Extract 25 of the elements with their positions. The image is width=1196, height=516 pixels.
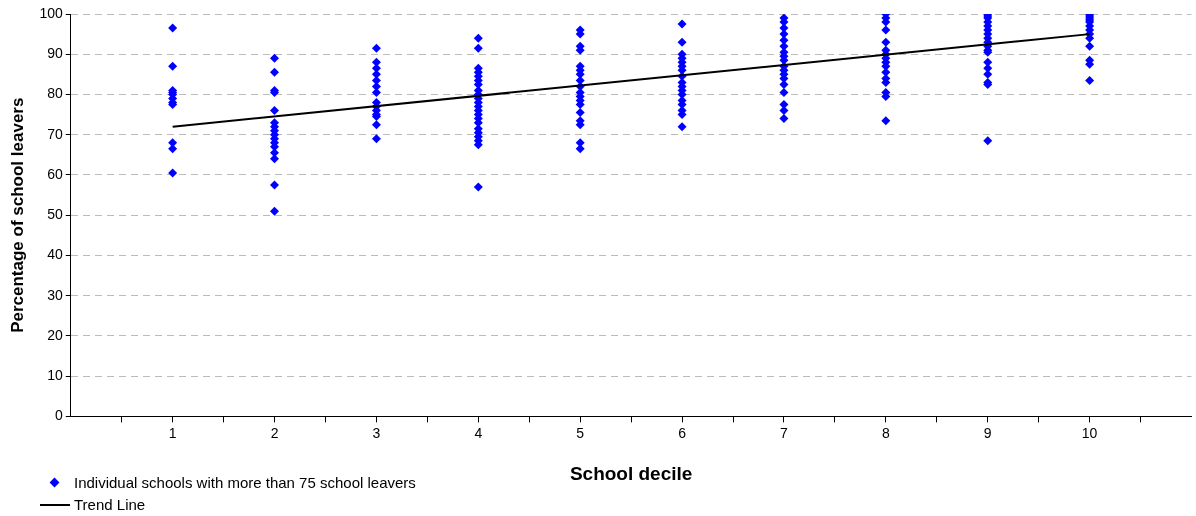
x-tick-label: 8: [881, 424, 890, 441]
legend-label: Trend Line: [74, 495, 146, 515]
y-tick-label: 100: [39, 4, 63, 21]
x-tick-label: 1: [168, 424, 177, 441]
y-tick-label: 30: [47, 286, 63, 303]
x-tick-label: 3: [372, 424, 381, 441]
y-tick-label: 20: [47, 326, 63, 343]
legend-label: Individual schools with more than 75 school leavers: [74, 473, 416, 493]
y-tick-label: 50: [47, 206, 63, 223]
x-tick-label: 7: [780, 424, 789, 441]
y-tick-label: 70: [47, 125, 63, 142]
y-tick-label: 60: [47, 165, 63, 182]
y-tick-label: 80: [47, 85, 63, 102]
x-tick-label: 9: [983, 424, 992, 441]
y-axis-title: Percentage of school leavers: [7, 97, 27, 333]
x-tick-label: 2: [270, 424, 279, 441]
x-tick-label: 5: [576, 424, 585, 441]
y-tick-label: 10: [47, 367, 63, 384]
x-tick-label: 4: [474, 424, 483, 441]
y-tick-label: 90: [47, 45, 63, 62]
x-axis-title: School decile: [569, 462, 693, 484]
x-tick-label: 6: [678, 424, 687, 441]
y-tick-label: 0: [54, 407, 63, 424]
x-tick-label: 10: [1081, 424, 1098, 441]
y-tick-label: 40: [47, 246, 63, 263]
